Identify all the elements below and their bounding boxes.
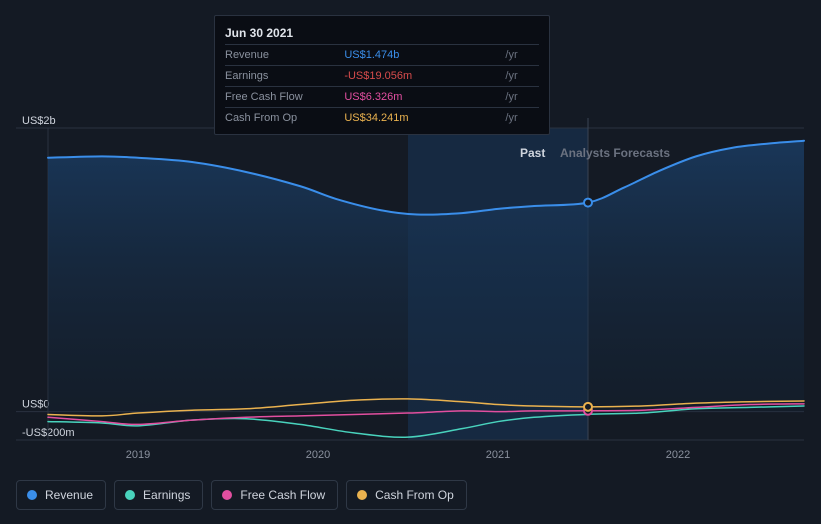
dot-icon bbox=[125, 490, 135, 500]
tooltip-row: Cash From OpUS$34.241m/yr bbox=[225, 108, 539, 129]
legend-item-fcf[interactable]: Free Cash Flow bbox=[211, 480, 338, 510]
dot-icon bbox=[357, 490, 367, 500]
tooltip-row: Earnings-US$19.056m/yr bbox=[225, 66, 539, 87]
tooltip-row-suffix: /yr bbox=[501, 87, 539, 108]
tooltip-row-suffix: /yr bbox=[501, 66, 539, 87]
tooltip-row-value: -US$19.056m bbox=[344, 66, 501, 87]
region-future-label: Analysts Forecasts bbox=[560, 146, 670, 160]
legend-item-revenue[interactable]: Revenue bbox=[16, 480, 106, 510]
tooltip-row-label: Earnings bbox=[225, 66, 344, 87]
tooltip-row-value: US$34.241m bbox=[344, 108, 501, 129]
dot-icon bbox=[27, 490, 37, 500]
hover-tooltip: Jun 30 2021 RevenueUS$1.474b/yr Earnings… bbox=[214, 15, 550, 135]
dot-icon bbox=[222, 490, 232, 500]
tooltip-row-value: US$6.326m bbox=[344, 87, 501, 108]
tooltip-row-label: Free Cash Flow bbox=[225, 87, 344, 108]
tooltip-row-suffix: /yr bbox=[501, 45, 539, 66]
svg-text:2020: 2020 bbox=[306, 449, 330, 461]
tooltip-row-label: Revenue bbox=[225, 45, 344, 66]
svg-text:US$2b: US$2b bbox=[22, 115, 56, 127]
legend-label: Earnings bbox=[143, 488, 190, 502]
region-past-label: Past bbox=[520, 146, 545, 160]
legend-item-cashop[interactable]: Cash From Op bbox=[346, 480, 467, 510]
legend-label: Cash From Op bbox=[375, 488, 454, 502]
tooltip-row-value: US$1.474b bbox=[344, 45, 501, 66]
tooltip-row-label: Cash From Op bbox=[225, 108, 344, 129]
svg-text:2019: 2019 bbox=[126, 449, 150, 461]
svg-text:2022: 2022 bbox=[666, 449, 690, 461]
legend-item-earnings[interactable]: Earnings bbox=[114, 480, 203, 510]
tooltip-row: RevenueUS$1.474b/yr bbox=[225, 45, 539, 66]
svg-text:2021: 2021 bbox=[486, 449, 510, 461]
svg-text:US$0: US$0 bbox=[22, 399, 50, 411]
tooltip-row: Free Cash FlowUS$6.326m/yr bbox=[225, 87, 539, 108]
legend-label: Revenue bbox=[45, 488, 93, 502]
legend-label: Free Cash Flow bbox=[240, 488, 325, 502]
tooltip-date: Jun 30 2021 bbox=[225, 22, 539, 44]
legend: Revenue Earnings Free Cash Flow Cash Fro… bbox=[16, 480, 467, 510]
tooltip-row-suffix: /yr bbox=[501, 108, 539, 129]
